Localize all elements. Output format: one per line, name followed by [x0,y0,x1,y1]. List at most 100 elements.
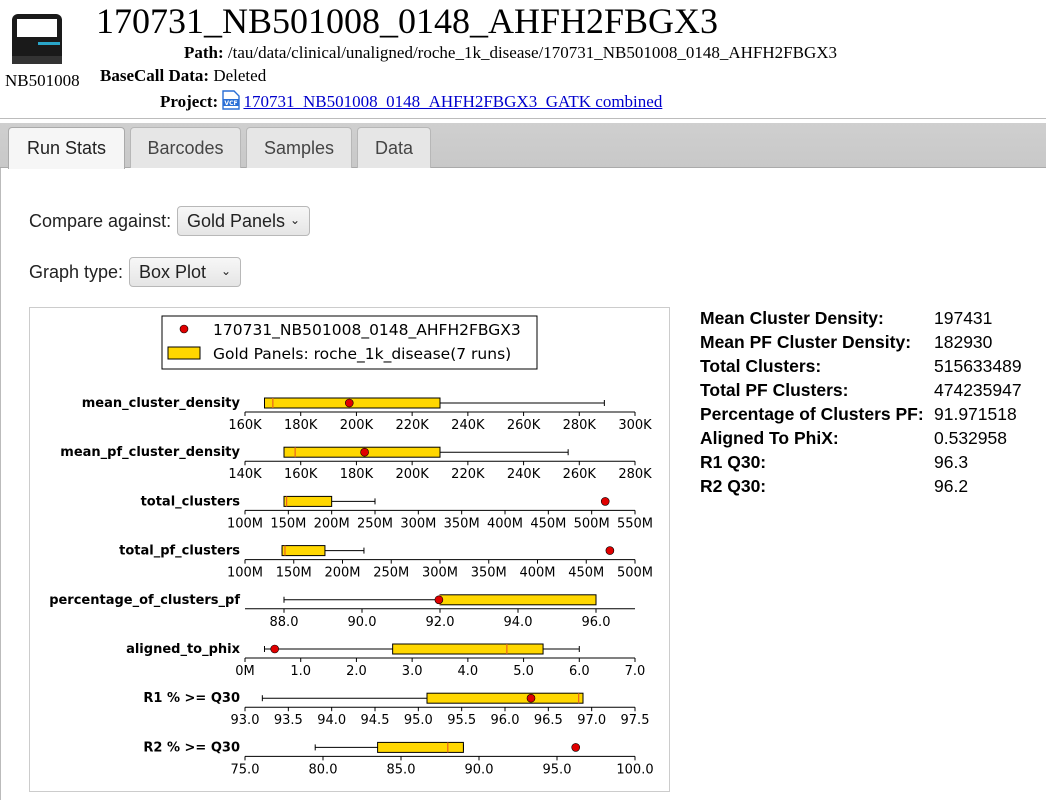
x-tick-label: 160K [284,467,318,482]
stat-value: 474235947 [934,380,1022,400]
x-tick-label: 93.5 [274,713,303,728]
x-tick-label: 94.0 [504,615,533,630]
iqr-box [377,741,464,753]
run-value-point [360,447,369,457]
x-tick-label: 500M [617,566,653,581]
run-value-point [571,743,581,752]
machine-label: NB501008 [5,71,80,90]
x-tick-label: 96.0 [582,615,611,630]
x-tick-label: 75.0 [231,762,260,777]
stat-label: Mean Cluster Density: [700,308,884,328]
stat-label: Total Clusters: [700,356,822,376]
x-tick-label: 1.0 [290,664,311,679]
x-tick-label: 300M [400,516,436,531]
legend-box [161,315,538,370]
x-tick-label: 88.0 [270,615,299,630]
legend-point-marker [179,324,189,334]
x-tick-label: 90.0 [465,762,494,777]
x-tick-label: 280K [618,467,652,482]
x-tick-label: 96.5 [534,713,563,728]
metric-label: aligned_to_phix [126,642,241,657]
chevron-down-icon: ⌄ [220,264,231,278]
path-row: Path: /tau/data/clinical/unaligned/roche… [184,43,837,63]
tab-samples[interactable]: Samples [246,127,352,168]
metric-label: R1 % >= Q30 [143,691,240,706]
x-tick-label: 500M [574,516,610,531]
basecall-label: BaseCall Data: [100,66,210,85]
stat-value: 96.3 [934,452,969,472]
x-tick-label: 97.5 [621,713,650,728]
compare-select[interactable]: Gold Panels ⌄ [177,206,310,236]
legend-box-marker [167,346,201,360]
x-tick-label: 200K [340,418,374,433]
svg-text:VCF: VCF [225,100,238,107]
x-tick-label: 200M [324,566,360,581]
panel-border [0,168,1,800]
x-tick-label: 240K [451,418,485,433]
x-tick-label: 450M [568,566,604,581]
x-tick-label: 160K [228,418,262,433]
stat-value: 182930 [934,332,993,352]
x-tick-label: 95.5 [447,713,476,728]
x-tick-label: 100M [227,516,263,531]
run-value-point [600,497,610,506]
x-tick-label: 140K [228,467,262,482]
run-value-point [434,595,444,605]
project-label: Project: [160,92,219,111]
x-tick-label: 90.0 [348,615,377,630]
x-tick-label: 100.0 [616,762,653,777]
path-value: /tau/data/clinical/unaligned/roche_1k_di… [227,43,837,62]
stat-label: Mean PF Cluster Density: [700,332,912,352]
x-tick-label: 250M [357,516,393,531]
legend-label-gold: Gold Panels: roche_1k_disease(7 runs) [213,345,511,364]
run-header: NB501008 170731_NB501008_0148_AHFH2FBGX3… [0,0,1046,120]
x-tick-label: 96.0 [491,713,520,728]
x-tick-label: 0M [235,664,255,679]
stat-label: R1 Q30: [700,452,767,472]
run-value-point [526,693,536,703]
tab-barcodes[interactable]: Barcodes [130,127,241,168]
x-tick-label: 180K [340,467,374,482]
x-tick-label: 250M [373,566,409,581]
x-tick-label: 180K [284,418,318,433]
run-title: 170731_NB501008_0148_AHFH2FBGX3 [96,1,719,41]
x-tick-label: 94.5 [361,713,390,728]
iqr-box [439,594,597,606]
run-value-point [270,644,279,654]
x-tick-label: 220K [451,467,485,482]
x-tick-label: 220K [395,418,429,433]
stat-value: 515633489 [934,356,1022,376]
x-tick-label: 4.0 [458,664,479,679]
project-row: Project: VCF 170731_NB501008_0148_AHFH2F… [160,90,662,112]
basecall-value: Deleted [213,66,267,85]
stat-label: Percentage of Clusters PF: [700,404,924,424]
stat-value: 0.532958 [934,428,1007,448]
metric-label: mean_cluster_density [82,396,241,411]
x-tick-label: 280K [563,418,597,433]
x-tick-label: 300M [422,566,458,581]
x-tick-label: 85.0 [387,762,416,777]
x-tick-label: 94.0 [317,713,346,728]
x-tick-label: 300K [618,418,652,433]
stat-value: 197431 [934,308,993,328]
metric-label: R2 % >= Q30 [143,740,240,755]
x-tick-label: 7.0 [625,664,646,679]
x-tick-label: 6.0 [569,664,590,679]
graph-type-select[interactable]: Box Plot ⌄ [129,257,241,287]
compare-select-value: Gold Panels [187,210,286,231]
compare-label: Compare against: [29,211,172,231]
graph-type-label: Graph type: [29,262,124,282]
tab-data[interactable]: Data [357,127,431,168]
x-tick-label: 93.0 [231,713,260,728]
tab-run-stats[interactable]: Run Stats [8,127,125,169]
tab-bar: Run Stats Barcodes Samples Data [0,118,1046,169]
metric-label: total_clusters [141,494,241,509]
stat-value: 91.971518 [934,404,1017,424]
project-link[interactable]: 170731_NB501008_0148_AHFH2FBGX3_GATK com… [243,92,663,111]
x-tick-label: 92.0 [426,615,455,630]
vcf-file-icon: VCF [222,90,241,110]
basecall-row: BaseCall Data: Deleted [100,66,266,86]
iqr-box [426,692,584,704]
x-tick-label: 450M [530,516,566,531]
stat-label: Total PF Clusters: [700,380,849,400]
